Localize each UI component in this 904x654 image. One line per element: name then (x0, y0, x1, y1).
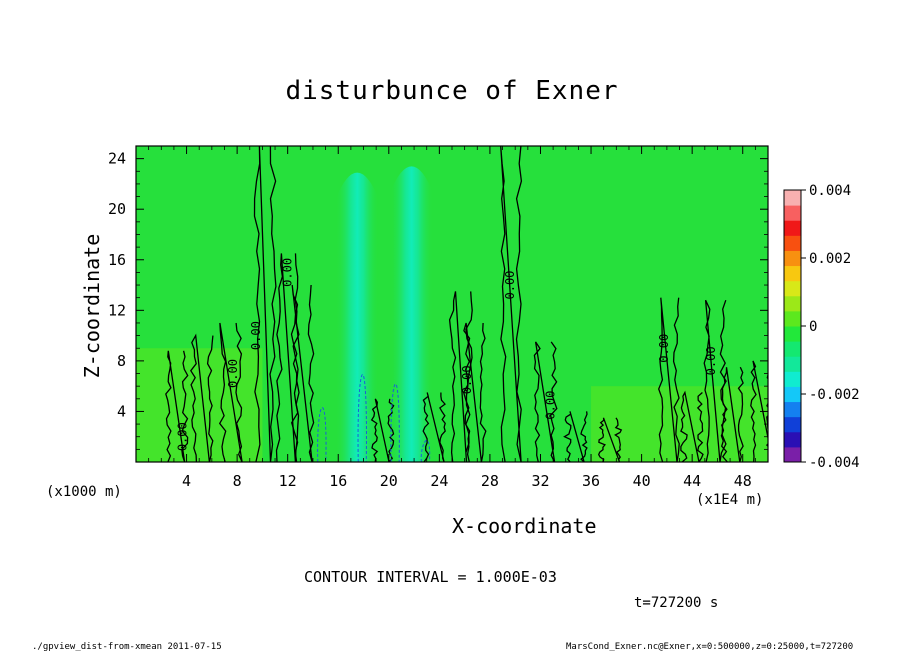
zero-contour-line (422, 392, 446, 462)
zero-contour-line (597, 417, 623, 462)
colorbar-swatch (784, 386, 801, 403)
zero-contour-line (720, 366, 744, 462)
footer-source-label: MarsCond_Exner.nc@Exner,x=0:500000,z=0:2… (566, 642, 854, 652)
x-tick-label: 12 (279, 472, 297, 490)
colorbar-swatch (784, 326, 801, 342)
colorbar-swatch (784, 190, 801, 206)
x-tick-label: 36 (582, 472, 600, 490)
colorbar-swatch (784, 205, 801, 221)
zero-contour-line (218, 322, 243, 462)
negative-contour-line (420, 439, 431, 462)
y-tick-label: 4 (117, 402, 126, 420)
y-tick-label: 20 (108, 200, 126, 218)
x-tick-label: 28 (481, 472, 499, 490)
time-label: t=727200 s (634, 595, 719, 611)
y-tick-label: 8 (117, 352, 126, 370)
x-axis-label: X-coordinate (452, 514, 597, 538)
x-tick-label: 4 (182, 472, 191, 490)
negative-contour-line (357, 374, 367, 462)
colorbar-swatch (784, 341, 801, 357)
colorbar-swatch (784, 446, 801, 463)
colorbar-swatch (784, 416, 801, 433)
colorbar-swatch (784, 295, 801, 312)
contour-interval-label: CONTOUR INTERVAL = 1.000E-03 (304, 568, 557, 586)
negative-plume (390, 166, 434, 462)
x-unit-right-label: (x1E4 m) (696, 492, 764, 508)
contour-label: 0.00 (460, 365, 474, 394)
contour-label: 0.00 (226, 359, 240, 388)
colorbar-swatch (784, 371, 801, 387)
colorbar-swatch (784, 220, 801, 236)
colorbar-swatch (784, 265, 801, 282)
colorbar-tick-label: 0.002 (809, 251, 851, 267)
colorbar-swatch (784, 401, 801, 418)
chart-title: disturbunce of Exner (285, 76, 619, 106)
x-tick-label: 40 (633, 472, 651, 490)
colorbar-swatch (784, 431, 801, 448)
x-tick-label: 48 (734, 472, 752, 490)
x-tick-label: 16 (329, 472, 347, 490)
contour-label: 0.00 (503, 271, 517, 300)
zero-contour-line (190, 333, 214, 462)
zero-contour-line (290, 284, 315, 462)
colorbar-swatch (784, 235, 801, 251)
colorbar-swatch (784, 356, 801, 372)
colorbar-swatch (784, 280, 801, 297)
contour-label: 0.00 (280, 258, 294, 287)
contour-label: 0.00 (704, 346, 718, 375)
contour-label: 0.00 (657, 334, 671, 363)
zero-contour-line (533, 341, 558, 462)
colorbar-tick-label: -0.004 (809, 455, 860, 471)
y-tick-label: 24 (108, 150, 126, 168)
x-tick-label: 32 (531, 472, 549, 490)
negative-contour-line (317, 407, 327, 462)
zero-contour-line (370, 398, 395, 462)
contour-label: 0.00 (176, 422, 190, 451)
contour-label: 0.00 (543, 391, 557, 420)
zero-contour-line (680, 390, 704, 462)
colorbar-swatch (784, 310, 801, 327)
x-unit-left-label: (x1000 m) (46, 484, 122, 500)
x-tick-label: 24 (430, 472, 448, 490)
zero-contour-line (253, 146, 277, 462)
zero-contour-line (165, 350, 189, 462)
zero-contour-line (658, 297, 680, 462)
colorbar-tick-label: 0.004 (809, 183, 851, 199)
negative-plume (335, 172, 379, 462)
x-tick-label: 8 (233, 472, 242, 490)
colorbar-tick-label: -0.002 (809, 387, 860, 403)
contour-label: 0.00 (249, 321, 263, 350)
x-tick-label: 44 (683, 472, 701, 490)
zero-contour-line (500, 146, 523, 462)
colorbar-tick-label: 0 (809, 319, 817, 335)
y-tick-label: 16 (108, 251, 126, 269)
zero-contour-line (563, 411, 588, 462)
zero-contour-line (463, 322, 487, 462)
footer-script-label: ./gpview_dist-from-xmean 2011-07-15 (32, 642, 222, 652)
zero-contour-line (703, 299, 727, 462)
zero-contour-line (448, 291, 473, 462)
x-tick-label: 20 (380, 472, 398, 490)
negative-contour-line (390, 383, 400, 462)
y-tick-label: 12 (108, 301, 126, 319)
colorbar-swatch (784, 250, 801, 267)
